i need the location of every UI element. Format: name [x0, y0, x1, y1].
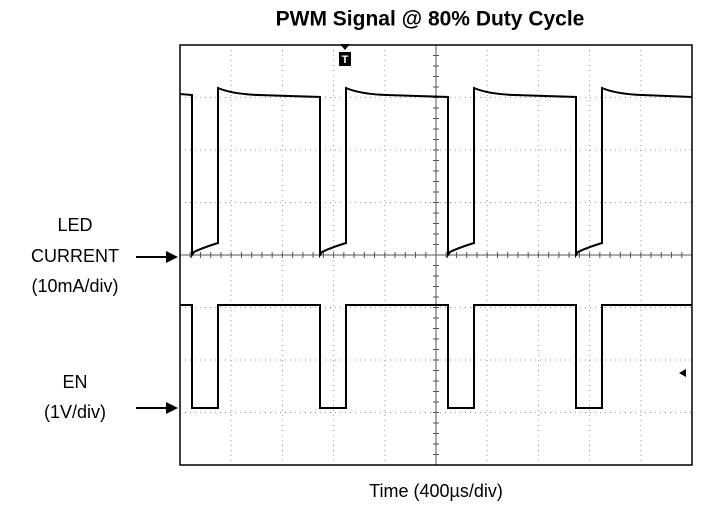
- screen-frame: [179, 44, 693, 466]
- channel-label: EN: [62, 372, 87, 392]
- channel-label: (10mA/div): [31, 276, 118, 296]
- trigger-label: T: [342, 54, 349, 66]
- title: PWM Signal @ 80% Duty Cycle: [276, 8, 585, 31]
- en-trace: [180, 304, 692, 409]
- graticule: [179, 44, 693, 466]
- trigger-marker: T: [339, 44, 351, 66]
- channel-arrow: [136, 251, 178, 263]
- channel-label: LED: [57, 215, 92, 235]
- level-marker: [679, 369, 686, 377]
- led-current-trace: [179, 86, 693, 259]
- x-axis-label: Time (400µs/div): [369, 481, 503, 501]
- channel-label: CURRENT: [31, 246, 119, 266]
- channel-label: (1V/div): [44, 402, 106, 422]
- channel-arrow: [136, 402, 178, 414]
